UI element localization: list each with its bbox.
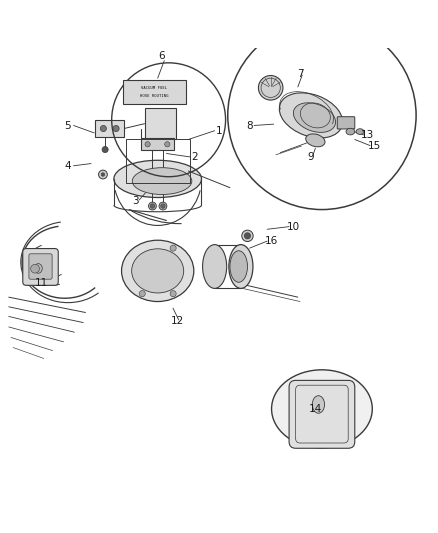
FancyBboxPatch shape [123, 80, 186, 104]
Circle shape [170, 245, 176, 251]
Circle shape [113, 125, 119, 132]
Circle shape [165, 142, 170, 147]
Text: 12: 12 [171, 316, 184, 326]
Text: 6: 6 [159, 51, 166, 61]
Text: 16: 16 [265, 236, 278, 246]
Circle shape [258, 76, 283, 100]
Text: 11: 11 [35, 278, 48, 288]
Ellipse shape [132, 168, 192, 195]
FancyBboxPatch shape [29, 254, 52, 279]
FancyBboxPatch shape [337, 117, 355, 129]
Ellipse shape [356, 129, 364, 134]
Text: 1: 1 [215, 126, 223, 136]
Circle shape [150, 204, 155, 208]
Circle shape [242, 230, 253, 241]
Text: 5: 5 [64, 122, 71, 131]
Ellipse shape [293, 103, 336, 132]
Ellipse shape [114, 160, 201, 198]
Ellipse shape [312, 395, 325, 413]
Circle shape [139, 290, 145, 297]
Ellipse shape [272, 370, 372, 448]
Ellipse shape [279, 93, 343, 138]
Circle shape [148, 202, 156, 210]
Ellipse shape [229, 245, 253, 288]
Text: VACUUM FUEL: VACUUM FUEL [141, 86, 167, 90]
Ellipse shape [230, 251, 247, 282]
Circle shape [244, 233, 251, 239]
Circle shape [100, 125, 106, 132]
Text: 4: 4 [64, 161, 71, 171]
Text: HOSE ROUTING: HOSE ROUTING [140, 94, 169, 98]
Circle shape [101, 173, 105, 176]
Text: 15: 15 [368, 141, 381, 151]
Circle shape [31, 264, 39, 273]
Text: 9: 9 [307, 152, 314, 162]
Ellipse shape [34, 264, 42, 273]
Circle shape [145, 142, 150, 147]
Text: 7: 7 [297, 69, 304, 79]
Circle shape [102, 147, 108, 152]
FancyBboxPatch shape [23, 248, 58, 285]
FancyBboxPatch shape [95, 120, 124, 138]
FancyBboxPatch shape [141, 138, 174, 150]
Text: 10: 10 [287, 222, 300, 232]
Circle shape [159, 202, 167, 210]
Ellipse shape [306, 134, 325, 147]
Text: 8: 8 [246, 122, 253, 131]
Text: 14: 14 [309, 404, 322, 414]
Circle shape [99, 170, 107, 179]
Ellipse shape [202, 245, 227, 288]
Circle shape [161, 204, 165, 208]
FancyBboxPatch shape [289, 381, 355, 448]
Ellipse shape [346, 128, 355, 135]
FancyBboxPatch shape [145, 108, 176, 140]
Ellipse shape [132, 249, 184, 293]
Text: 13: 13 [361, 130, 374, 140]
Text: 3: 3 [132, 196, 139, 206]
Circle shape [170, 290, 176, 297]
Text: 2: 2 [191, 152, 198, 162]
Ellipse shape [121, 240, 194, 302]
